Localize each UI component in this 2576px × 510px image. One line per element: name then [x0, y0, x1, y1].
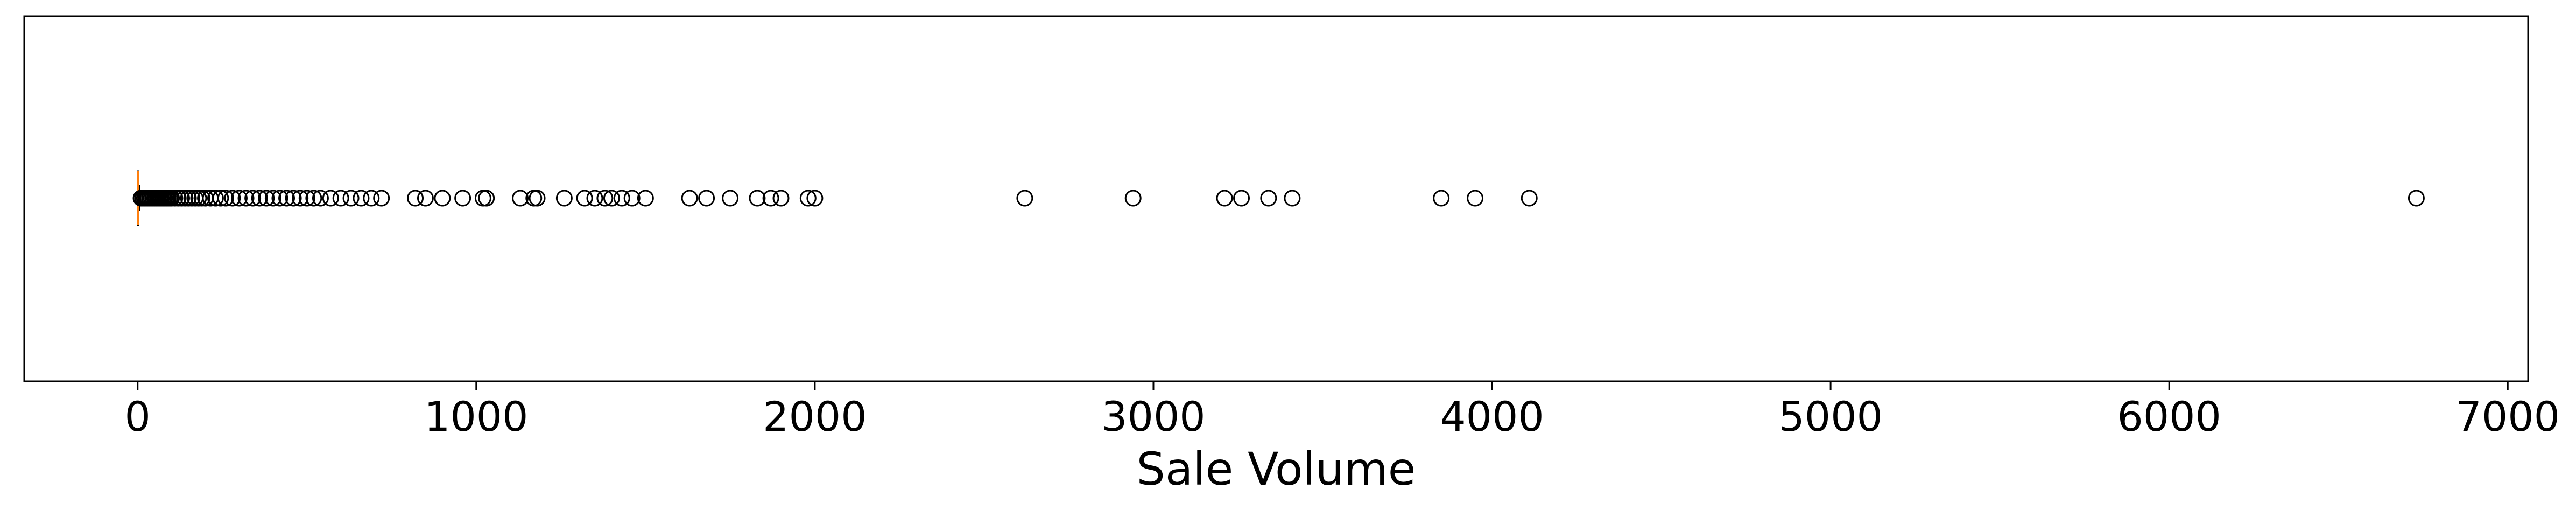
- outlier-point: [312, 190, 329, 207]
- x-axis-label: Sale Volume: [1137, 443, 1416, 495]
- outlier-point: [529, 190, 546, 207]
- x-tick-label: 2000: [763, 393, 867, 441]
- outlier-point: [596, 190, 614, 207]
- outlier-point: [576, 190, 593, 207]
- outlier-point: [799, 190, 817, 207]
- outlier-point: [762, 190, 779, 207]
- outlier-point: [278, 190, 295, 207]
- x-tick-label: 5000: [1778, 393, 1882, 441]
- outlier-point: [353, 190, 370, 207]
- outlier-point: [474, 190, 491, 207]
- outlier-point: [478, 190, 495, 207]
- outlier-point: [555, 190, 573, 207]
- x-tick-label: 1000: [424, 393, 528, 441]
- outlier-point: [698, 190, 715, 207]
- outlier-point: [285, 190, 302, 207]
- outlier-point: [305, 190, 322, 207]
- outlier-point: [217, 190, 234, 207]
- outlier-point: [332, 190, 349, 207]
- outlier-point: [806, 190, 824, 207]
- outlier-point: [512, 190, 529, 207]
- outlier-point: [1016, 190, 1033, 207]
- outlier-point: [722, 190, 739, 207]
- outlier-point: [292, 190, 309, 207]
- outlier-point: [681, 190, 698, 207]
- outlier-point: [363, 190, 380, 207]
- outlier-point: [613, 190, 630, 207]
- outlier-point: [407, 190, 424, 207]
- outlier-point: [258, 190, 275, 207]
- outlier-point: [1124, 190, 1142, 207]
- x-tick-label: 3000: [1101, 393, 1205, 441]
- outlier-point: [1260, 190, 1277, 207]
- outlier-point: [244, 190, 262, 207]
- outlier-point: [1233, 190, 1250, 207]
- outlier-point: [454, 190, 471, 207]
- x-tick-label: 4000: [1440, 393, 1544, 441]
- x-tick-label: 6000: [2117, 393, 2221, 441]
- outlier-point: [623, 190, 641, 207]
- outlier-point: [264, 190, 281, 207]
- outlier-point: [251, 190, 268, 207]
- outlier-point: [434, 190, 451, 207]
- outlier-point: [603, 190, 620, 207]
- plot-frame: [23, 15, 2529, 382]
- outlier-point: [417, 190, 434, 207]
- outlier-point: [230, 190, 248, 207]
- outlier-point: [772, 190, 790, 207]
- outlier-points: [132, 190, 2425, 207]
- outlier-point: [322, 190, 339, 207]
- outlier-point: [224, 190, 241, 207]
- outlier-point: [637, 190, 654, 207]
- x-axis-ticks: 0 1000 2000 3000 4000 5000 6000 7000: [125, 381, 2560, 441]
- x-tick-label: 0: [125, 393, 151, 441]
- outlier-point: [237, 190, 255, 207]
- outlier-point: [1467, 190, 1484, 207]
- outlier-point: [749, 190, 766, 207]
- outlier-point: [1433, 190, 1450, 207]
- outlier-point: [373, 190, 390, 207]
- outlier-point: [271, 190, 288, 207]
- outlier-point: [342, 190, 360, 207]
- outlier-point: [1216, 190, 1233, 207]
- outlier-point: [586, 190, 603, 207]
- outlier-point: [212, 190, 229, 207]
- outlier-point: [207, 190, 224, 207]
- outlier-point: [1521, 190, 1538, 207]
- x-tick-label: 7000: [2456, 393, 2560, 441]
- outlier-point: [2408, 190, 2425, 207]
- outlier-point: [1284, 190, 1301, 207]
- outlier-point: [298, 190, 315, 207]
